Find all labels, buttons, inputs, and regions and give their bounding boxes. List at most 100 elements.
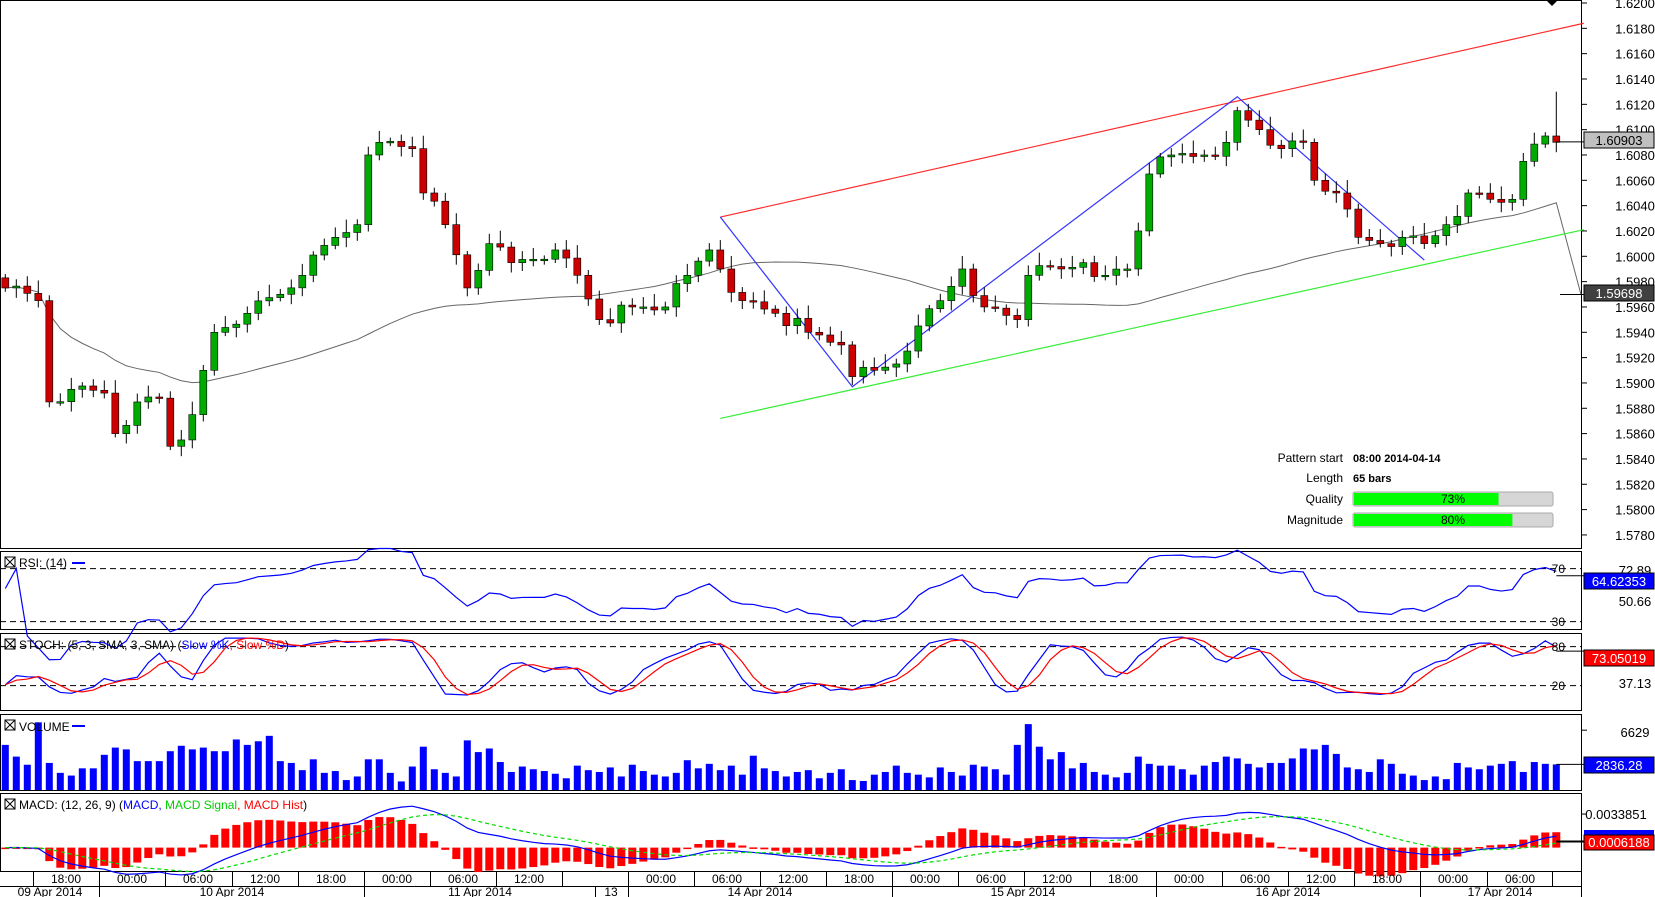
bullish-candle [914, 325, 923, 352]
bullish-candle [958, 268, 967, 287]
bullish-candle [298, 274, 307, 289]
bullish-candle [925, 308, 934, 327]
macd-hist-bar [78, 847, 87, 869]
time-label: 06:00 [183, 872, 213, 886]
date-label: 10 Apr 2014 [200, 885, 265, 897]
macd-hist-bar [419, 833, 428, 848]
bearish-candle [749, 300, 758, 303]
volume-bar [1211, 762, 1219, 790]
volume-bar [936, 767, 944, 790]
bullish-candle [287, 287, 296, 295]
volume-bar [1453, 762, 1461, 790]
macd-hist-bar [738, 845, 747, 848]
stoch-last-value: 73.05019 [1592, 651, 1646, 666]
close-panel-icon[interactable] [4, 638, 16, 650]
macd-hist-bar [1398, 847, 1407, 874]
volume-bar [67, 775, 75, 790]
sma-line-group [5, 202, 1584, 384]
volume-bar [34, 722, 42, 790]
volume-bar [1288, 758, 1296, 790]
bearish-candle [1277, 144, 1286, 149]
volume-bar [595, 771, 603, 790]
macd-hist-bar [650, 847, 659, 860]
sma-line [5, 202, 1582, 384]
close-panel-icon[interactable] [4, 556, 16, 568]
macd-hist-bar [1112, 842, 1121, 848]
time-label: 00:00 [1174, 872, 1204, 886]
bullish-candle [1101, 274, 1110, 278]
bearish-candle [1552, 135, 1561, 143]
bullish-candle [342, 232, 351, 238]
bearish-candle [1057, 266, 1066, 270]
macd-hist-bar [463, 847, 472, 869]
bullish-candle [353, 224, 362, 233]
price-tick-label: 1.6020 [1615, 224, 1655, 239]
bullish-candle [320, 245, 329, 256]
volume-bar [1200, 765, 1208, 790]
bullish-candle [1541, 135, 1550, 145]
macd-hist-bar [782, 847, 791, 853]
price-tick-label: 1.5900 [1615, 376, 1655, 391]
bullish-candle [221, 327, 230, 333]
macd-hist-bar [243, 822, 252, 848]
bearish-candle [782, 312, 791, 327]
macd-hist-bar [1387, 847, 1396, 876]
volume-bar [562, 778, 570, 790]
macd-hist-bar [452, 847, 461, 860]
macd-hist-bar [56, 847, 65, 868]
last-price-badge: 1.60903 [1583, 131, 1655, 149]
stoch-level-80: 80 [1552, 640, 1566, 654]
volume-bar [1464, 767, 1472, 790]
volume-bar [1046, 759, 1054, 790]
macd-hist-bar [683, 847, 692, 850]
bearish-candle [1332, 190, 1341, 194]
bearish-candle [441, 200, 450, 225]
volume-bar [507, 771, 515, 790]
bullish-candle [683, 274, 692, 284]
svg-text:MACD: (12, 26, 9) (MACD, MACD: MACD: (12, 26, 9) (MACD, MACD Signal, MA… [19, 798, 307, 812]
macd-hist-bar [727, 842, 736, 848]
time-label: 12:00 [1306, 872, 1336, 886]
close-panel-icon[interactable] [4, 719, 16, 731]
price-tick-label: 1.6120 [1615, 97, 1655, 112]
macd-hist-bar [1332, 847, 1341, 866]
bearish-candle [1343, 192, 1352, 210]
time-label: 18:00 [1372, 872, 1402, 886]
bullish-candle [1453, 216, 1462, 225]
bullish-candle [551, 249, 560, 260]
magnitude-bar-fill [1354, 514, 1513, 526]
macd-hist-bar [199, 844, 208, 848]
macd-hist-bar [1552, 832, 1561, 848]
bearish-candle [837, 341, 846, 346]
close-panel-icon[interactable] [4, 798, 16, 810]
volume-bar [1321, 744, 1329, 790]
date-label: 15 Apr 2014 [991, 885, 1056, 897]
bearish-candle [650, 306, 659, 311]
volume-bar [1475, 769, 1483, 790]
volume-bar [1519, 771, 1527, 790]
bearish-candle [166, 397, 175, 447]
volume-bar [727, 765, 735, 790]
macd-hist-bar [441, 847, 450, 850]
bullish-candle [56, 401, 65, 404]
volume-bar [1013, 744, 1021, 790]
time-label: 06:00 [448, 872, 478, 886]
bearish-candle [1310, 142, 1319, 181]
macd-hist-bar [694, 843, 703, 848]
bearish-candle [1365, 237, 1374, 241]
macd-hist-bar [1321, 847, 1330, 863]
bearish-candle [826, 334, 835, 343]
bullish-candle [144, 396, 153, 403]
volume-bar [584, 770, 592, 790]
volume-bar [100, 754, 108, 790]
macd-hist-bar [265, 819, 274, 848]
macd-hist-bar [485, 847, 494, 871]
macd-hist-bar [188, 847, 197, 853]
sma-value: 1.59698 [1596, 286, 1643, 301]
macd-hist-bar [408, 823, 417, 848]
rsi-line [4, 547, 1557, 661]
bullish-candle [1079, 262, 1088, 268]
volume-bar [496, 762, 504, 790]
macd-hist-bar [1299, 847, 1308, 852]
bearish-candle [1321, 180, 1330, 192]
